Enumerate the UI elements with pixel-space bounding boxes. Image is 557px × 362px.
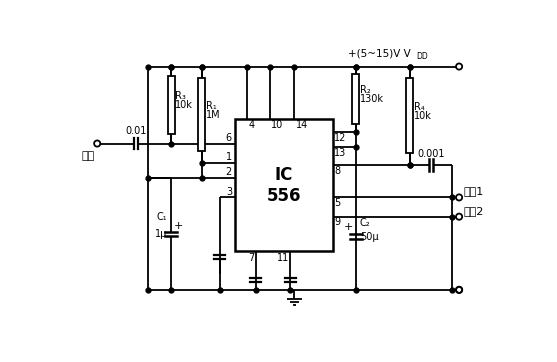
Text: R₃: R₃ [175,91,186,101]
Bar [407,78,413,153]
Bar [168,76,174,134]
Text: 10: 10 [271,121,284,130]
Text: 8: 8 [334,166,340,176]
Text: 6: 6 [226,133,232,143]
Text: 7: 7 [248,253,255,263]
Text: 5: 5 [334,198,341,208]
Text: 2: 2 [226,167,232,177]
Bar [198,78,206,151]
Text: IC
556: IC 556 [267,166,301,205]
Text: +: + [173,221,183,231]
Text: +(5~15)V V: +(5~15)V V [348,49,411,59]
Text: DD: DD [416,52,428,61]
Bar [353,75,359,124]
Text: C₁: C₁ [157,212,167,222]
Text: 10k: 10k [414,111,432,121]
Text: +: + [344,223,354,232]
Text: 输入: 输入 [81,151,95,161]
Text: R₄: R₄ [414,102,424,111]
Text: 1M: 1M [206,110,221,120]
Text: 50μ: 50μ [360,232,378,242]
Text: C₂: C₂ [360,218,370,228]
Text: 11: 11 [277,253,289,263]
Text: 4: 4 [248,121,254,130]
Text: 输出2: 输出2 [464,206,484,216]
Text: 1: 1 [226,152,232,162]
Text: 13: 13 [334,148,346,158]
Text: 0.01: 0.01 [125,126,146,136]
Text: 3: 3 [226,187,232,197]
Text: 0.001: 0.001 [417,149,444,159]
Bar [235,119,333,251]
Text: 1μ: 1μ [155,229,167,239]
Text: 12: 12 [334,133,346,143]
Text: R₁: R₁ [206,101,217,110]
Text: 10k: 10k [175,100,193,110]
Text: 14: 14 [296,121,308,130]
Text: 9: 9 [334,218,340,227]
Text: R₂: R₂ [360,85,370,95]
Text: 130k: 130k [360,94,384,104]
Text: 输出1: 输出1 [464,186,484,196]
